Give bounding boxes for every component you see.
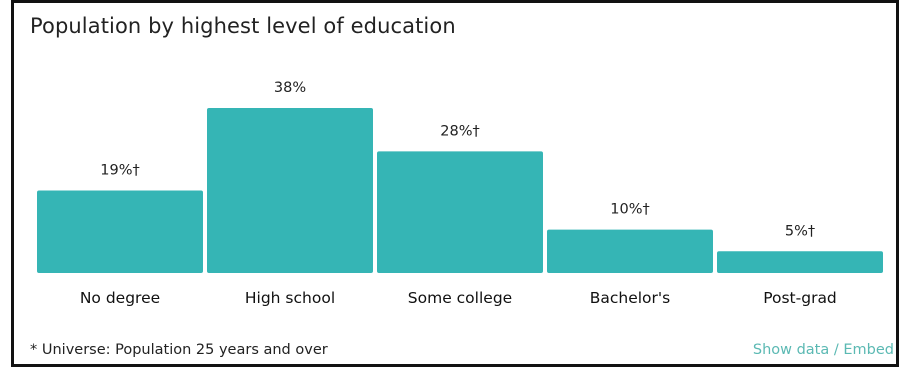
embed-link[interactable]: Embed: [843, 342, 894, 358]
show-data-link[interactable]: Show data: [752, 342, 830, 358]
bar[interactable]: [547, 229, 713, 273]
category-label: Post-grad: [763, 289, 837, 307]
link-separator: /: [833, 342, 839, 358]
bar[interactable]: [717, 251, 883, 273]
category-labels-layer: No degree High school Some college Bachelor…: [80, 289, 837, 307]
category-label: Some college: [408, 289, 512, 307]
value-labels-layer: 19%† 38% 28%† 10%† 5%†: [100, 80, 815, 239]
category-label: Bachelor's: [590, 289, 671, 307]
bars-layer: [37, 108, 883, 273]
footnote: * Universe: Population 25 years and over: [30, 342, 328, 358]
bar-value-label: 38%: [274, 80, 306, 96]
bar-value-label: 28%†: [440, 123, 479, 139]
chart-title: Population by highest level of education: [30, 14, 456, 38]
category-label: High school: [245, 289, 335, 307]
bar-value-label: 10%†: [610, 202, 649, 218]
bar-value-label: 5%†: [785, 223, 815, 239]
bar[interactable]: [37, 190, 203, 274]
bar-value-label: 19%†: [100, 163, 139, 179]
chart-links: Show data / Embed: [753, 342, 894, 358]
bar[interactable]: [377, 151, 543, 273]
bar[interactable]: [207, 108, 373, 273]
category-label: No degree: [80, 289, 160, 307]
